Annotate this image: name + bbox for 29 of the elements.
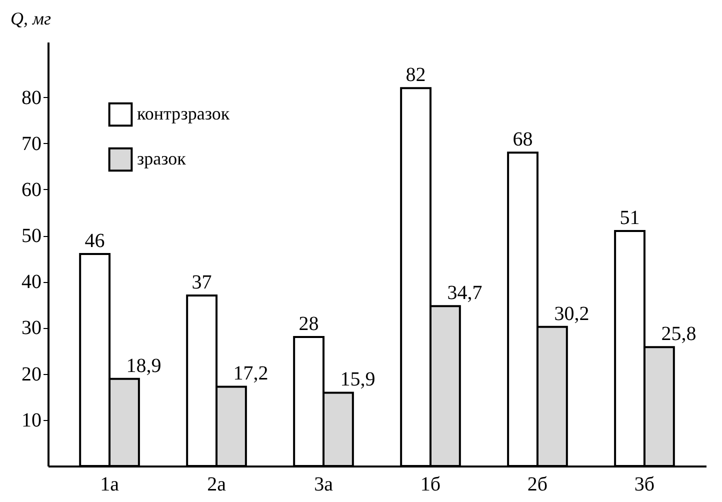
x-tick-label: 3а <box>314 474 334 496</box>
data-label: 34,7 <box>447 282 482 304</box>
data-label: 68 <box>512 128 533 151</box>
x-tick-label: 2б <box>527 474 548 496</box>
legend-label: контрзразок <box>137 104 230 124</box>
legend-label: зразок <box>137 148 186 168</box>
data-label: 17,2 <box>233 362 268 385</box>
x-tick-label: 1а <box>100 474 120 496</box>
y-tick-label: 20 <box>22 363 42 386</box>
data-label: 25,8 <box>661 323 696 346</box>
y-tick-label: 50 <box>22 225 42 248</box>
y-tick-label: 60 <box>22 178 42 201</box>
x-tick-label: 1б <box>420 474 441 496</box>
data-label: 82 <box>406 64 426 86</box>
x-tick-label: 3б <box>634 474 655 496</box>
data-label: 46 <box>84 230 105 252</box>
data-label: 18,9 <box>126 354 162 377</box>
data-label: 37 <box>192 271 212 294</box>
y-tick-label: 10 <box>22 409 42 432</box>
y-tick-label: 40 <box>22 271 42 294</box>
x-tick-label: 2а <box>207 474 226 496</box>
y-axis-title: Q, мг <box>10 8 52 28</box>
y-tick-label: 80 <box>22 86 42 109</box>
data-label: 51 <box>620 206 640 229</box>
y-tick-label: 70 <box>22 132 42 155</box>
y-tick-label: 30 <box>22 317 42 340</box>
data-label: 15,9 <box>340 368 376 391</box>
data-label: 28 <box>298 312 319 335</box>
data-label: 30,2 <box>554 302 590 325</box>
